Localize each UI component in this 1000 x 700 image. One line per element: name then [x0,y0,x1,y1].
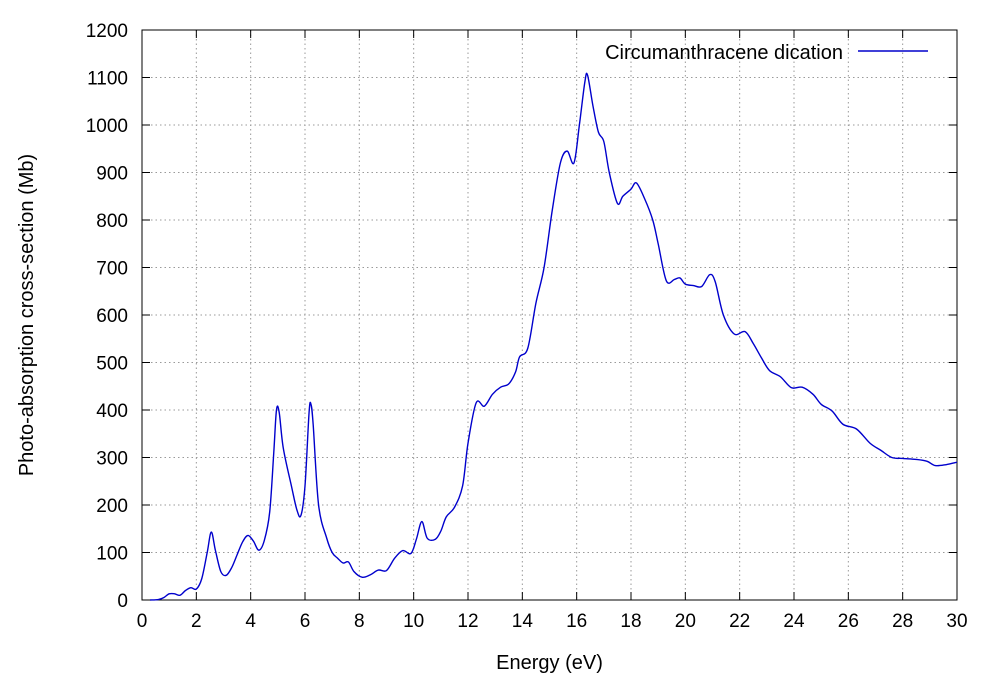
y-tick-label: 300 [96,449,128,470]
x-tick-label: 6 [300,611,311,632]
x-tick-label: 14 [512,611,534,632]
y-tick-label: 600 [96,306,128,327]
x-axis-label: Energy (eV) [496,652,603,674]
x-tick-label: 12 [457,611,478,632]
plot-frame [141,29,958,601]
y-tick-label: 700 [96,259,128,280]
x-tick-label: 16 [566,611,587,632]
x-tick-label: 0 [137,611,148,632]
x-tick-labels: 0 2 4 6 8 10 12 14 16 18 20 22 24 26 28 30 [137,611,968,632]
y-tick-label: 1100 [87,69,128,90]
y-tick-label: 800 [96,211,128,232]
y-tick-label: 400 [96,401,128,422]
x-tick-label: 28 [892,611,913,632]
x-tick-label: 4 [245,611,256,632]
y-tick-label: 1200 [86,21,128,42]
y-tick-label: 0 [117,591,128,612]
x-tick-label: 22 [729,611,750,632]
y-tick-label: 100 [96,544,128,565]
y-tick-labels: 0 100 200 300 400 500 600 700 800 900 1000 1100 1200 [86,21,128,612]
y-tick-label: 1000 [86,116,128,137]
series-line [150,72,958,601]
y-axis-label: Photo-absorption cross-section (Mb) [16,154,38,476]
x-tick-label: 26 [838,611,859,632]
x-tick-label: 20 [675,611,696,632]
legend-label: Circumanthracene dication [605,42,843,64]
y-tick-label: 500 [96,354,128,375]
x-tick-label: 18 [620,611,641,632]
legend: Circumanthracene dication [605,42,928,64]
x-tick-label: 2 [191,611,202,632]
grid [142,30,957,600]
x-tick-label: 10 [403,611,424,632]
y-tick-label: 200 [96,496,128,517]
x-tick-label: 30 [946,611,967,632]
x-tick-label: 24 [783,611,805,632]
y-tick-label: 900 [96,164,128,185]
x-tick-label: 8 [354,611,365,632]
